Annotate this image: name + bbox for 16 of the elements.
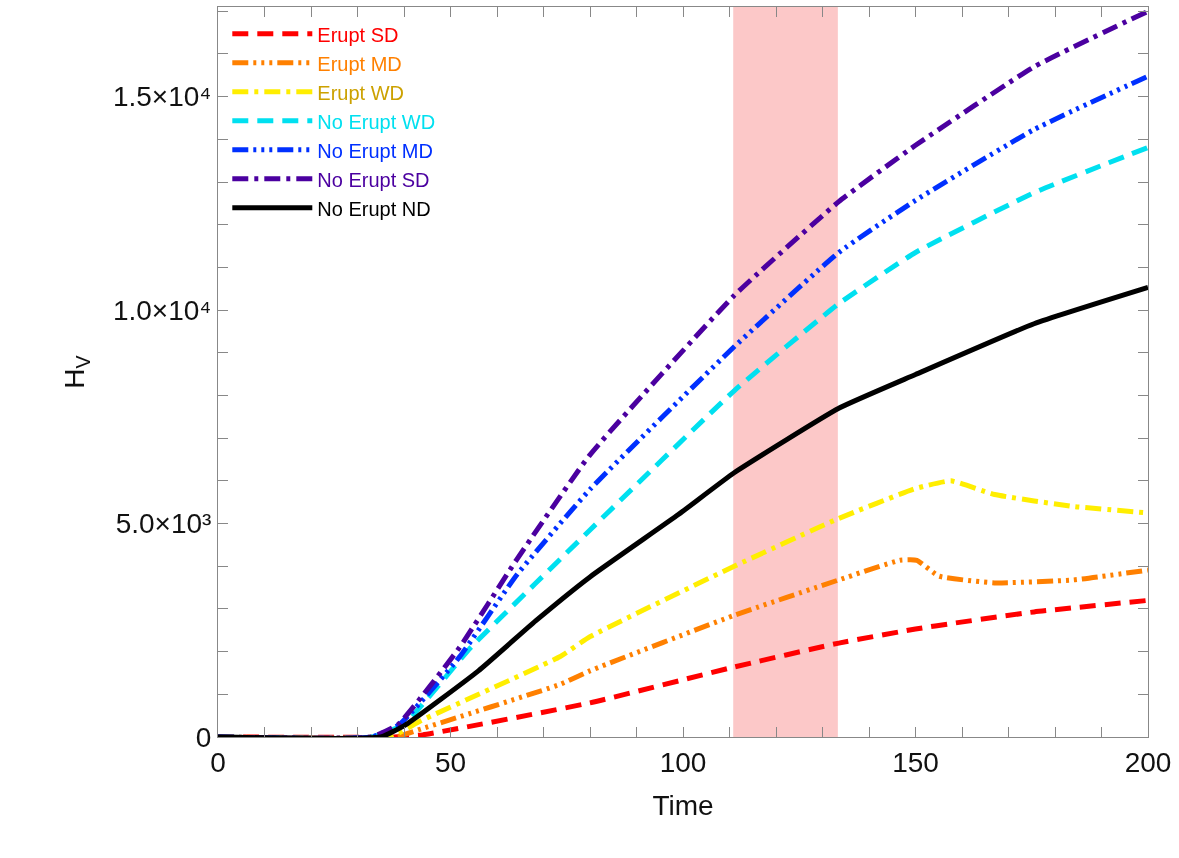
- x-tick-label: 200: [1124, 746, 1172, 778]
- legend-label: No Erupt ND: [317, 197, 431, 220]
- x-axis-title: Time: [652, 789, 714, 821]
- x-tick-label: 50: [434, 746, 467, 778]
- legend-label: No Erupt WD: [317, 110, 436, 133]
- y-tick-label: 1.5×10⁴: [112, 81, 212, 113]
- y-tick-label: 0: [195, 721, 212, 753]
- legend-label: Erupt MD: [317, 52, 402, 75]
- legend-label: Erupt SD: [317, 23, 399, 46]
- legend-label: No Erupt MD: [317, 139, 433, 162]
- y-tick-label: 1.0×10⁴: [112, 294, 212, 326]
- x-tick-label: 100: [659, 746, 707, 778]
- legend-label: Erupt WD: [317, 81, 404, 104]
- x-tick-label: 150: [892, 746, 939, 778]
- legend-label: No Erupt SD: [317, 168, 430, 191]
- y-tick-label: 5.0×10³: [115, 508, 212, 540]
